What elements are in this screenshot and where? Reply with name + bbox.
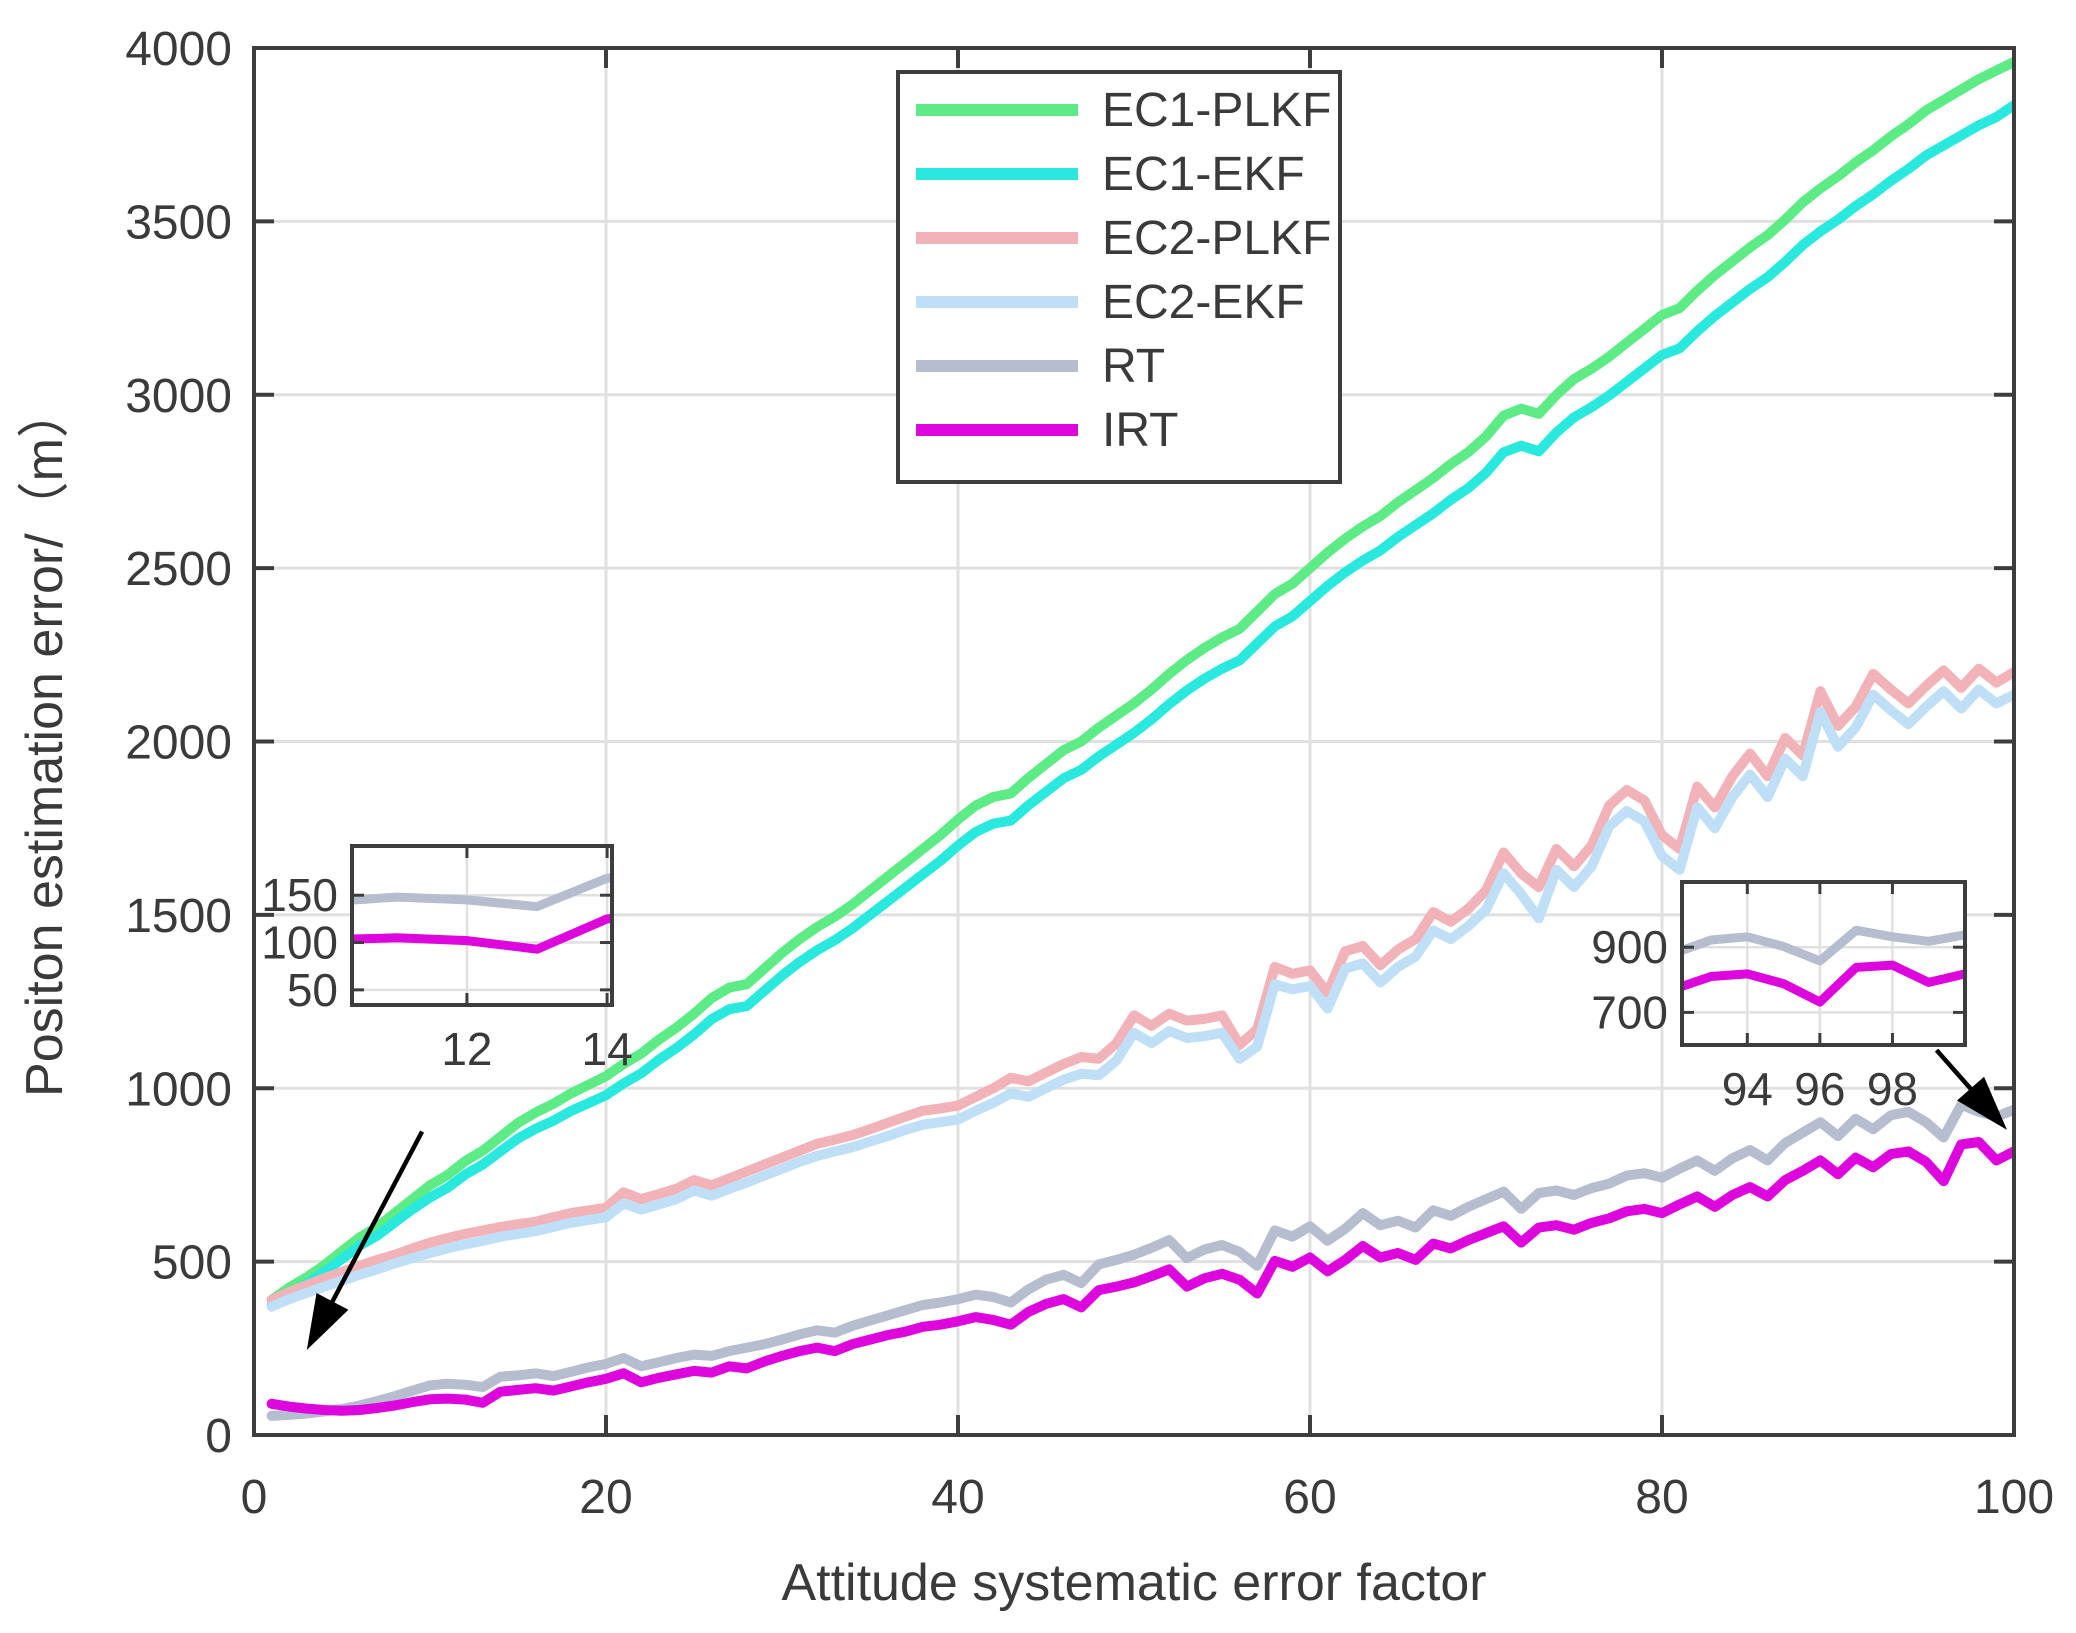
inset-right-x-tick-label: 94 bbox=[1722, 1063, 1773, 1115]
arrow-head-icon bbox=[1957, 1076, 2007, 1130]
series-line-IRT bbox=[266, 1137, 2014, 1416]
inset-right-x-tick-label: 96 bbox=[1794, 1063, 1845, 1115]
legend-label: IRT bbox=[1102, 404, 1178, 457]
arrow-line bbox=[318, 1130, 425, 1325]
inset-left-x-tick-label: 12 bbox=[441, 1023, 492, 1075]
y-tick-label: 500 bbox=[152, 1237, 232, 1290]
legend-label: EC2-PLKF bbox=[1102, 212, 1331, 265]
series-line-EC2-PLKF bbox=[266, 663, 2014, 1305]
legend-label: EC1-PLKF bbox=[1102, 84, 1331, 137]
y-tick-label: 2000 bbox=[125, 717, 232, 770]
x-tick-label: 0 bbox=[241, 1471, 268, 1524]
series-group bbox=[266, 56, 2014, 1421]
x-tick-label: 100 bbox=[1974, 1471, 2054, 1524]
inset-left-border bbox=[350, 844, 614, 1007]
x-tick-label: 20 bbox=[579, 1471, 632, 1524]
legend-entry-EC2-PLKF: EC2-PLKF bbox=[916, 212, 1331, 265]
legend-box bbox=[896, 70, 1342, 484]
legend-entry-EC2-EKF: EC2-EKF bbox=[916, 276, 1305, 329]
y-tick-label: 4000 bbox=[125, 23, 232, 76]
inset-left-background bbox=[352, 846, 612, 1005]
series-line-EC1-PLKF bbox=[266, 56, 2014, 1305]
y-tick-labels: 0 500 1000 1500 2000 2500 3000 3500 4000 bbox=[125, 23, 232, 1463]
x-tick-labels: 0 20 40 60 80 100 bbox=[241, 1471, 2054, 1524]
x-tick-label: 80 bbox=[1635, 1471, 1688, 1524]
y-tick-label: 1500 bbox=[125, 890, 232, 943]
legend-label: EC1-EKF bbox=[1102, 148, 1305, 201]
legend-entry-IRT: IRT bbox=[916, 404, 1178, 457]
inset-right-x-tick-label: 98 bbox=[1867, 1063, 1918, 1115]
x-axis-label: Attitude systematic error factor bbox=[781, 1554, 1486, 1612]
x-tick-label: 60 bbox=[1283, 1471, 1336, 1524]
legend-entry-EC1-PLKF: EC1-PLKF bbox=[916, 84, 1331, 137]
y-tick-label: 0 bbox=[205, 1410, 232, 1463]
inset-right-y-tick-label: 900 bbox=[1591, 921, 1668, 973]
inset-left-y-tick-label: 50 bbox=[287, 964, 338, 1016]
legend-entry-EC1-EKF: EC1-EKF bbox=[916, 148, 1305, 201]
inset-right-border bbox=[1680, 880, 1967, 1047]
zoom-arrow-2 bbox=[1934, 1048, 2007, 1130]
inset-left-y-tick-label: 100 bbox=[261, 917, 338, 969]
inset-left-y-tick-label: 150 bbox=[261, 869, 338, 921]
y-tick-label: 3000 bbox=[125, 370, 232, 423]
inset-right-ticks bbox=[1682, 882, 1965, 1045]
y-tick-label: 2500 bbox=[125, 543, 232, 596]
y-tick-label: 1000 bbox=[125, 1063, 232, 1116]
axis-ticks bbox=[252, 46, 2016, 1437]
series-line-EC2-EKF bbox=[266, 684, 2014, 1312]
inset-right: 94 96 98 700 900 bbox=[1591, 880, 1967, 1115]
inset-right-y-tick-label: 700 bbox=[1591, 986, 1668, 1038]
y-axis-label: Positon estimation error/（m） bbox=[16, 386, 74, 1097]
zoom-arrow-1 bbox=[306, 1130, 425, 1351]
legend: EC1-PLKF EC1-EKF EC2-PLKF EC2-EKF RT IRT bbox=[896, 70, 1342, 484]
y-tick-label: 3500 bbox=[125, 196, 232, 249]
inset-left-ticks bbox=[352, 846, 612, 1005]
legend-entry-RT: RT bbox=[916, 340, 1165, 393]
series-line-RT bbox=[266, 1099, 2014, 1421]
arrow-head-icon bbox=[306, 1293, 349, 1351]
legend-label: RT bbox=[1102, 340, 1165, 393]
x-tick-label: 40 bbox=[931, 1471, 984, 1524]
legend-label: EC2-EKF bbox=[1102, 276, 1305, 329]
series-line-EC1-EKF bbox=[266, 100, 2014, 1310]
inset-left-x-tick-label: 14 bbox=[582, 1023, 633, 1075]
